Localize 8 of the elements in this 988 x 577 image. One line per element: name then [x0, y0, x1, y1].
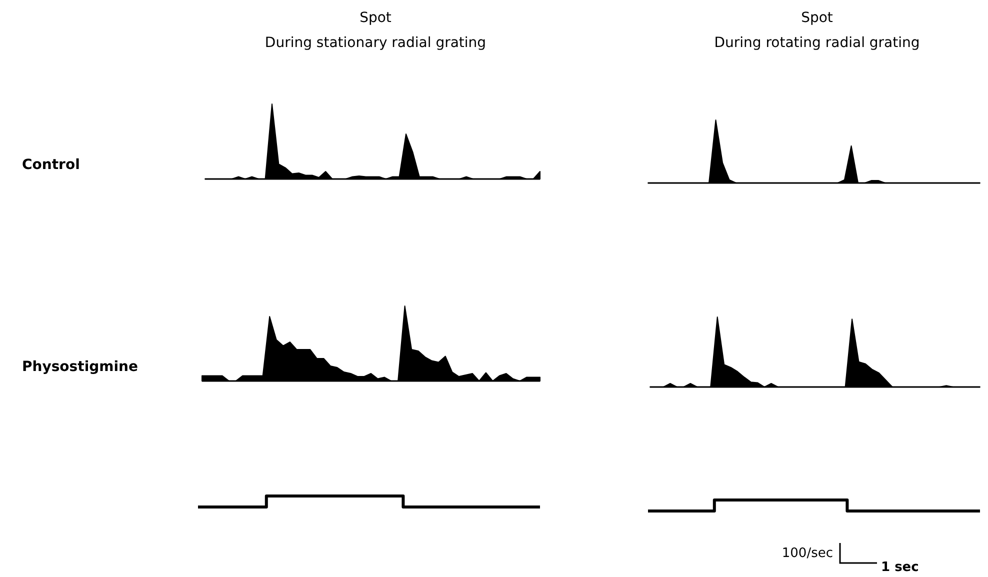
y-axis-title: Physostigmine: [22, 359, 138, 375]
chart-subtitle: During rotating radial grating: [714, 35, 920, 51]
y-axis-title: Control: [22, 157, 80, 173]
text: 100/sec: [782, 546, 833, 561]
chart-title: Spot: [360, 10, 392, 26]
chart-subtitle: During stationary radial grating: [264, 35, 486, 51]
text: 1 sec: [881, 560, 919, 575]
chart-title: Spot: [801, 10, 834, 26]
